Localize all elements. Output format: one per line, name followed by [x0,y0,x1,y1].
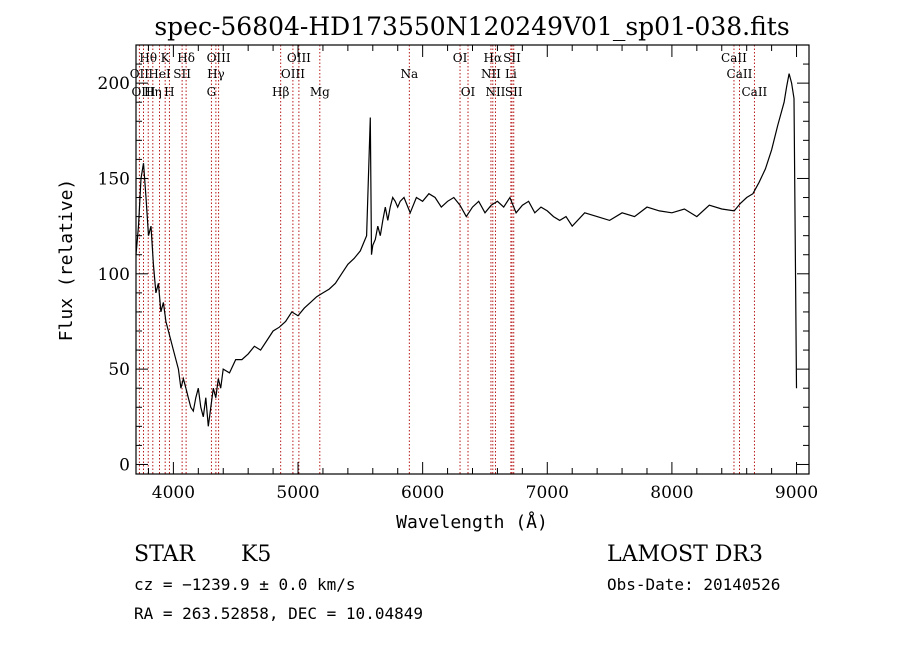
line-marker-label: SII [505,85,523,99]
line-marker-label: NII [481,67,501,81]
y-tick-label: 150 [98,169,130,189]
line-marker-label: G [207,85,217,99]
line-marker-label: OI [461,85,476,99]
x-tick-label: 4000 [152,483,195,503]
line-marker-label: SII [173,67,191,81]
line-marker-label: Hβ [272,85,289,99]
line-marker-label: OIII [287,51,311,65]
line-marker-label: CaII [727,67,753,81]
ra-dec-line: RA = 263.52858, DEC = 10.04849 [134,604,423,623]
line-marker-labels: Hθ OII OIII K HeI Hη SII H Hδ OIII Hγ G OIII OIII Hβ Mg… [130,51,768,99]
line-marker-label: CaII [721,51,747,65]
line-marker-label: HeI [148,67,171,81]
line-marker-label: Hδ [177,51,195,65]
line-marker-label: OIII [281,67,305,81]
line-markers [138,45,755,474]
line-marker-label: H [164,85,174,99]
y-tick-label: 50 [108,360,130,380]
line-marker-label: OIII [131,85,155,99]
line-marker-label: OI [453,51,468,65]
line-marker-label: NII [485,85,505,99]
line-marker-label: Hθ [139,51,157,65]
line-marker-label: Na [400,67,418,81]
x-tick-label: 5000 [276,483,319,503]
line-marker-label: CaII [741,85,767,99]
y-tick-label: 0 [119,455,130,475]
chart-title: spec-56804-HD173550N120249V01_sp01-038.f… [154,12,789,41]
obs-date: Obs-Date: 20140526 [607,575,780,594]
x-tick-label: 7000 [526,483,569,503]
line-marker-label: OII [130,67,150,81]
line-marker-label: Hη [144,85,162,99]
redshift-line: cz = −1239.9 ± 0.0 km/s [134,575,356,594]
line-marker-label: OIII [207,51,231,65]
line-marker-label: K [161,51,171,65]
y-axis-ticks: 0 50 100 150 200 [98,63,809,475]
x-axis-ticks: 4000 5000 6000 7000 8000 9000 [147,45,818,503]
y-tick-label: 200 [98,74,130,94]
spectrum-line [135,73,798,427]
plot-frame [135,44,810,475]
line-marker-label: SII [503,51,521,65]
line-marker-label: Li [505,67,517,81]
y-tick-label: 100 [98,265,130,285]
x-axis-label: Wavelength (Å) [396,511,548,533]
x-tick-label: 6000 [401,483,444,503]
line-marker-label: Hα [484,51,503,65]
survey-name: LAMOST DR3 [607,542,763,567]
x-tick-label: 8000 [650,483,693,503]
object-class: STAR [134,542,196,567]
object-subclass: K5 [241,542,271,567]
line-marker-label: Mg [310,85,330,99]
x-tick-label: 9000 [775,483,818,503]
line-marker-label: Hγ [207,67,225,81]
y-axis-label: Flux (relative) [56,179,77,342]
